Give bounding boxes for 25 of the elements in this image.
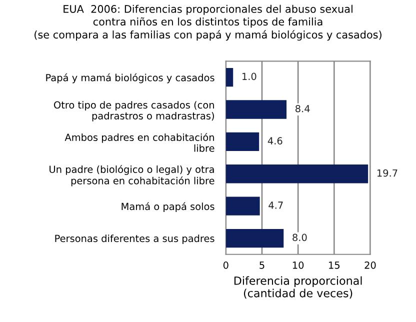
x-tick-label: 10 [292, 261, 304, 269]
bar [226, 196, 260, 216]
bar [226, 100, 287, 119]
bar [226, 132, 260, 152]
x-axis-title: Diferencia proporcional (cantidad de veces) [234, 276, 362, 299]
data-label: 4.7 [268, 202, 283, 209]
chart-title: EUA 2006: Diferencias proporcionales del abuso sexual contra niños en los distintos tipos de familia (se compara a las familias con papá y mamá biológicos y casados) [34, 4, 382, 41]
data-label: 4.6 [268, 137, 282, 144]
x-tick-label: 0 [223, 261, 228, 269]
x-tick-label: 20 [364, 261, 376, 269]
y-tick-label: Papá y mamá biológicos y casados [46, 73, 214, 84]
data-label: 8.0 [292, 234, 307, 242]
bar [226, 228, 284, 248]
data-label: 1.0 [242, 72, 256, 80]
x-tick-label: 15 [329, 262, 340, 269]
x-tick-label: 5 [260, 262, 264, 269]
y-tick-label: Personas diferentes a sus padres [55, 234, 214, 244]
data-label: 19.7 [377, 169, 398, 177]
y-tick-label: Un padre (biológico o legal) y otra persona en cohabitación libre [50, 165, 214, 186]
bar [226, 68, 234, 87]
y-tick-label: Otro tipo de padres casados (con padrastros o madrastras) [54, 101, 214, 122]
y-tick-label: Ambos padres en cohabitación libre [64, 133, 214, 152]
bar [226, 164, 368, 184]
y-tick-label: Mamá o papá solos [122, 202, 214, 212]
data-label: 8.4 [296, 104, 310, 112]
